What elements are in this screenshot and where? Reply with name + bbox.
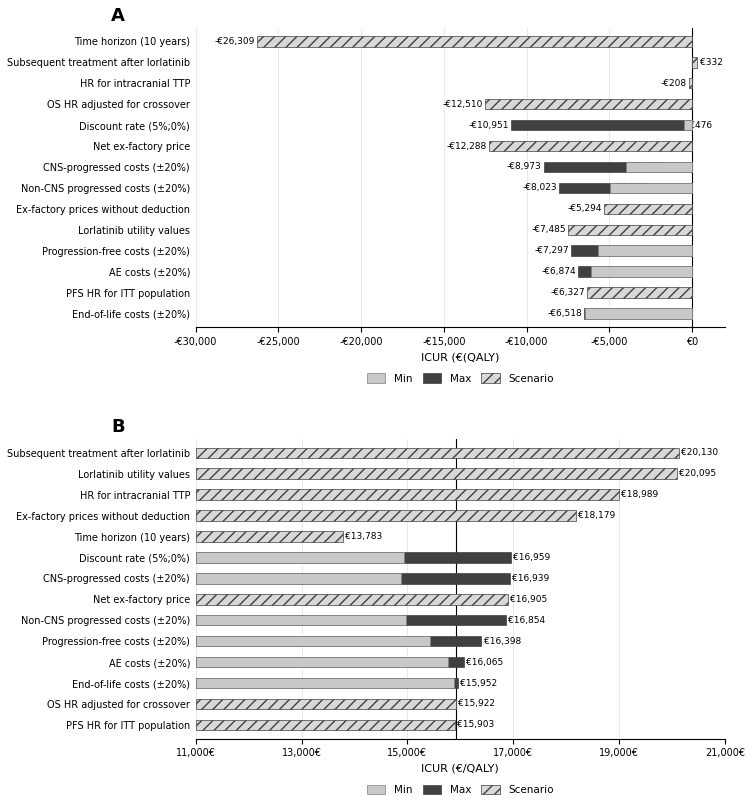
Bar bbox=[568, 225, 692, 235]
Bar bbox=[684, 119, 692, 130]
Text: €15,871: €15,871 bbox=[414, 678, 451, 687]
Text: €332: €332 bbox=[699, 58, 723, 67]
Bar bbox=[626, 162, 692, 172]
Bar bbox=[511, 119, 692, 130]
Text: -€6,874: -€6,874 bbox=[541, 267, 576, 276]
Text: -€6,099: -€6,099 bbox=[593, 267, 628, 276]
Bar bbox=[196, 719, 455, 730]
Text: -€10,951: -€10,951 bbox=[468, 120, 508, 130]
Bar bbox=[572, 245, 692, 256]
Text: €15,425: €15,425 bbox=[391, 637, 428, 646]
Text: €18,989: €18,989 bbox=[620, 490, 658, 499]
Bar bbox=[578, 266, 692, 277]
X-axis label: ICUR (€/QALY): ICUR (€/QALY) bbox=[421, 764, 499, 774]
Legend: Min, Max, Scenario: Min, Max, Scenario bbox=[362, 369, 558, 387]
Bar bbox=[605, 204, 692, 214]
Bar bbox=[256, 36, 692, 47]
Bar bbox=[196, 699, 456, 709]
Text: €16,905: €16,905 bbox=[511, 595, 547, 604]
Bar bbox=[196, 468, 677, 479]
Bar bbox=[196, 678, 458, 688]
Bar bbox=[196, 573, 510, 584]
Text: €15,922: €15,922 bbox=[458, 699, 496, 708]
Text: €15,903: €15,903 bbox=[457, 720, 495, 729]
Bar bbox=[196, 448, 679, 458]
Bar bbox=[485, 99, 692, 109]
Text: €14,928: €14,928 bbox=[365, 553, 402, 562]
Bar bbox=[196, 615, 406, 626]
Text: €13,783: €13,783 bbox=[345, 532, 382, 541]
Text: €20,130: €20,130 bbox=[681, 448, 718, 457]
Bar bbox=[196, 573, 402, 584]
Bar bbox=[196, 510, 576, 520]
Text: -€6,327: -€6,327 bbox=[550, 288, 585, 297]
Bar bbox=[196, 594, 508, 605]
Bar bbox=[591, 266, 692, 277]
Text: -€8,973: -€8,973 bbox=[507, 163, 541, 172]
Bar bbox=[489, 141, 692, 152]
Bar bbox=[196, 553, 404, 563]
Bar bbox=[196, 489, 619, 500]
Text: -€7,297: -€7,297 bbox=[535, 246, 569, 255]
Bar bbox=[544, 162, 692, 172]
Bar bbox=[196, 678, 453, 688]
Text: -€5,676: -€5,676 bbox=[600, 246, 635, 255]
Bar bbox=[196, 657, 447, 667]
Text: €16,959: €16,959 bbox=[513, 553, 550, 562]
Text: €18,179: €18,179 bbox=[578, 511, 615, 520]
Text: -€5,294: -€5,294 bbox=[568, 205, 602, 213]
Text: €14,884: €14,884 bbox=[362, 574, 399, 583]
Bar bbox=[196, 657, 464, 667]
Text: -€7,485: -€7,485 bbox=[532, 225, 566, 234]
Text: -€6,518: -€6,518 bbox=[547, 309, 582, 318]
Text: -€4,950: -€4,950 bbox=[612, 184, 647, 192]
Text: -€6,455: -€6,455 bbox=[587, 309, 622, 318]
Bar bbox=[587, 287, 692, 298]
Legend: Min, Max, Scenario: Min, Max, Scenario bbox=[362, 780, 558, 799]
Text: -€4,000: -€4,000 bbox=[628, 163, 663, 172]
Text: -€8,023: -€8,023 bbox=[523, 184, 557, 192]
Text: €16,398: €16,398 bbox=[484, 637, 521, 646]
Text: -€12,510: -€12,510 bbox=[442, 99, 483, 108]
Text: B: B bbox=[111, 418, 125, 436]
Text: €15,759: €15,759 bbox=[408, 658, 445, 666]
Text: -€26,309: -€26,309 bbox=[214, 37, 255, 46]
Bar bbox=[610, 183, 692, 193]
Bar bbox=[559, 183, 692, 193]
Text: €16,854: €16,854 bbox=[508, 616, 544, 625]
Text: €16,939: €16,939 bbox=[512, 574, 550, 583]
Text: -€208: -€208 bbox=[660, 79, 687, 87]
Bar bbox=[689, 78, 692, 88]
Text: €14,969: €14,969 bbox=[366, 616, 404, 625]
Text: €20,095: €20,095 bbox=[679, 469, 717, 478]
Text: €16,065: €16,065 bbox=[466, 658, 503, 666]
Bar bbox=[585, 308, 692, 318]
X-axis label: ICUR (€(QALY): ICUR (€(QALY) bbox=[421, 352, 499, 363]
Bar bbox=[196, 531, 343, 541]
Text: -€476: -€476 bbox=[687, 120, 712, 130]
Bar bbox=[196, 636, 481, 646]
Bar bbox=[598, 245, 692, 256]
Text: A: A bbox=[111, 6, 125, 25]
Bar bbox=[196, 553, 511, 563]
Bar bbox=[196, 615, 505, 626]
Text: €15,952: €15,952 bbox=[460, 678, 497, 687]
Bar bbox=[584, 308, 692, 318]
Bar bbox=[692, 57, 697, 67]
Bar bbox=[196, 636, 430, 646]
Text: -€12,288: -€12,288 bbox=[446, 141, 487, 151]
